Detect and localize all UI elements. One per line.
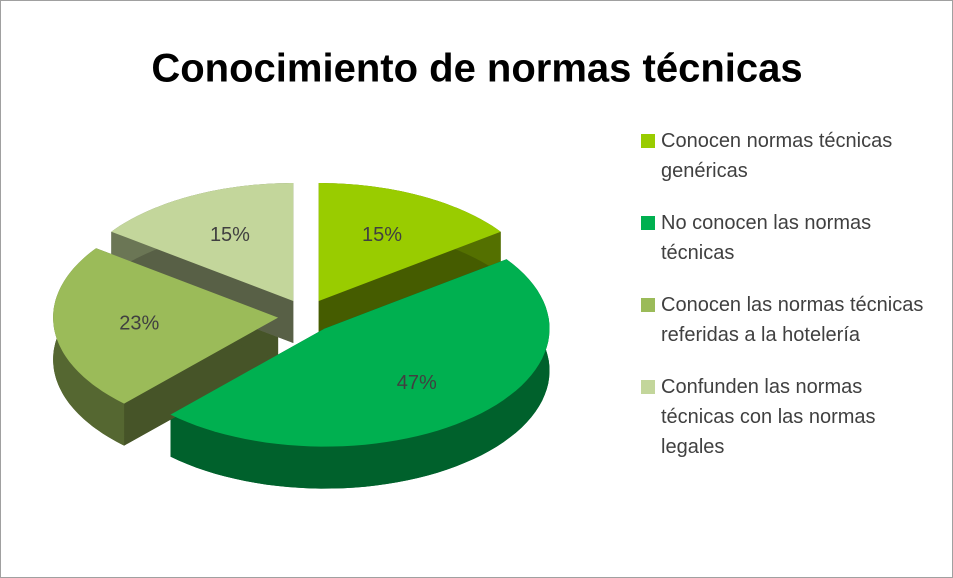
slice-wall — [124, 317, 279, 446]
data-label: 15% — [362, 224, 402, 246]
slice — [318, 183, 501, 301]
legend-item: Conocen las normas técnicas referidas a … — [641, 290, 941, 350]
data-label: 15% — [210, 224, 250, 246]
slice — [53, 248, 279, 404]
legend-label: No conocen las normas técnicas — [661, 212, 872, 264]
slice — [111, 183, 294, 301]
legend-swatch — [641, 216, 655, 230]
legend: Conocen normas técnicas genéricas No cono… — [641, 126, 941, 484]
legend-label: Conocen normas técnicas genéricas — [661, 130, 893, 182]
legend-swatch — [641, 298, 655, 312]
data-label: 47% — [397, 372, 437, 394]
slice — [170, 259, 550, 447]
legend-label: Confunden las normas técnicas con las no… — [661, 376, 876, 458]
legend-item: No conocen las normas técnicas — [641, 208, 941, 268]
legend-label: Conocen las normas técnicas referidas a … — [661, 294, 924, 346]
legend-swatch — [641, 134, 655, 148]
legend-item: Confunden las normas técnicas con las no… — [641, 372, 941, 462]
data-label: 23% — [119, 313, 159, 335]
slice-rim — [170, 259, 550, 489]
legend-item: Conocen normas técnicas genéricas — [641, 126, 941, 186]
legend-swatch — [641, 380, 655, 394]
chart-title: Conocimiento de normas técnicas — [151, 47, 802, 91]
